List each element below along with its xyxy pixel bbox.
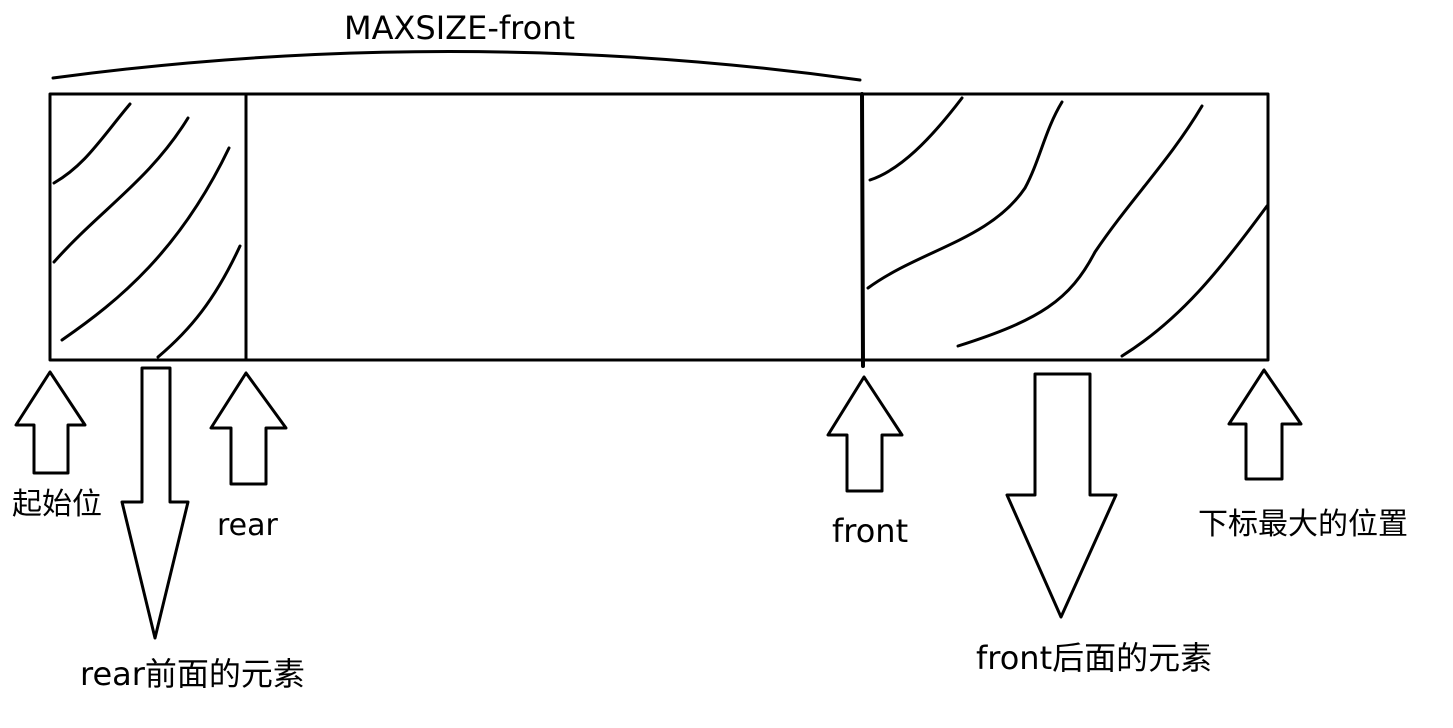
right-hatching: [866, 96, 1269, 358]
max-index-position-label: 下标最大的位置: [1198, 507, 1408, 542]
array-box: [48, 92, 1270, 362]
left-hatching: [52, 102, 242, 359]
before-rear-down-arrow: [120, 366, 190, 640]
elements-before-rear-label: rear前面的元素: [80, 655, 305, 693]
span-brace: [51, 49, 862, 82]
max-index-up-arrow: [1227, 368, 1303, 481]
elements-after-front-label: front后面的元素: [976, 639, 1213, 677]
front-up-arrow: [826, 375, 904, 493]
rear-label: rear: [217, 508, 278, 543]
after-front-down-arrow: [1005, 372, 1118, 619]
span-label: MAXSIZE-front: [344, 9, 575, 47]
start-position-label: 起始位: [12, 487, 102, 522]
rear-up-arrow: [209, 371, 288, 486]
front-divider: [860, 92, 865, 368]
start-up-arrow: [14, 370, 87, 475]
front-label: front: [832, 512, 909, 550]
